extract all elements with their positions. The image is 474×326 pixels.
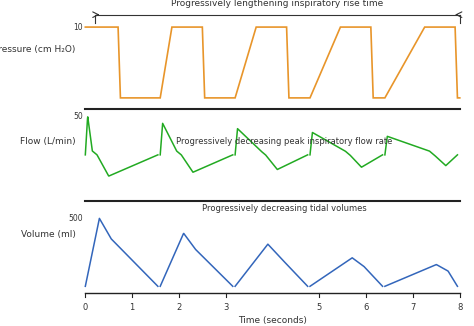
- Text: Progressively decreasing peak inspiratory flow rate: Progressively decreasing peak inspirator…: [176, 137, 392, 146]
- Text: Pressure (cm H₂O): Pressure (cm H₂O): [0, 45, 76, 54]
- Text: 2: 2: [176, 303, 182, 312]
- Text: 7: 7: [410, 303, 416, 312]
- Text: Progressively lengthening inspiratory rise time: Progressively lengthening inspiratory ri…: [171, 0, 383, 8]
- Text: 3: 3: [223, 303, 228, 312]
- Text: Time (seconds): Time (seconds): [238, 316, 307, 325]
- Text: 5: 5: [317, 303, 322, 312]
- Text: Progressively decreasing tidal volumes: Progressively decreasing tidal volumes: [202, 204, 367, 213]
- Text: 6: 6: [364, 303, 369, 312]
- Text: Volume (ml): Volume (ml): [21, 230, 76, 239]
- Text: Flow (L/min): Flow (L/min): [20, 137, 76, 146]
- Text: 10: 10: [73, 22, 83, 32]
- Text: 8: 8: [457, 303, 463, 312]
- Text: 0: 0: [82, 303, 88, 312]
- Text: 1: 1: [129, 303, 135, 312]
- Text: 50: 50: [73, 112, 83, 121]
- Text: 500: 500: [68, 214, 83, 223]
